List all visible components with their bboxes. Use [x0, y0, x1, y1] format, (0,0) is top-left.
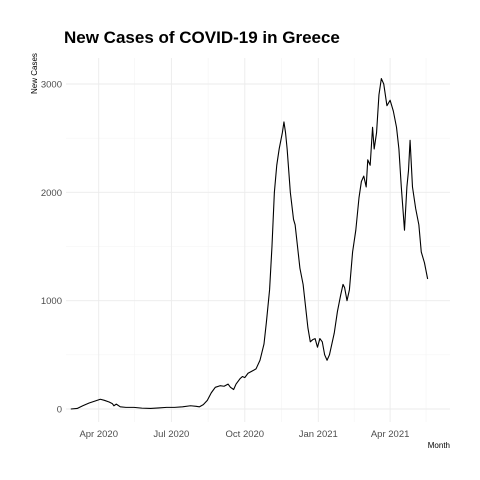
- new-cases-line: [70, 78, 429, 410]
- y-tick-label: 1000: [41, 296, 62, 307]
- x-tick-label: Oct 2020: [226, 429, 265, 440]
- major-gridlines: [66, 58, 450, 422]
- x-axis-label: Month: [428, 441, 450, 450]
- y-tick-labels: 0 1000 2000 3000: [41, 80, 62, 416]
- y-axis-label: New Cases: [30, 53, 39, 94]
- x-tick-labels: Apr 2020 Jul 2020 Oct 2020 Jan 2021 Apr 2021: [79, 429, 409, 440]
- chart-title: New Cases of COVID-19 in Greece: [64, 28, 340, 47]
- x-tick-label: Apr 2020: [79, 429, 118, 440]
- x-tick-label: Jan 2021: [299, 429, 338, 440]
- y-tick-label: 2000: [41, 188, 62, 199]
- x-tick-label: Jul 2020: [153, 429, 189, 440]
- y-tick-label: 0: [57, 405, 62, 416]
- minor-gridlines: [66, 58, 450, 422]
- x-tick-label: Apr 2021: [371, 429, 410, 440]
- y-tick-label: 3000: [41, 80, 62, 91]
